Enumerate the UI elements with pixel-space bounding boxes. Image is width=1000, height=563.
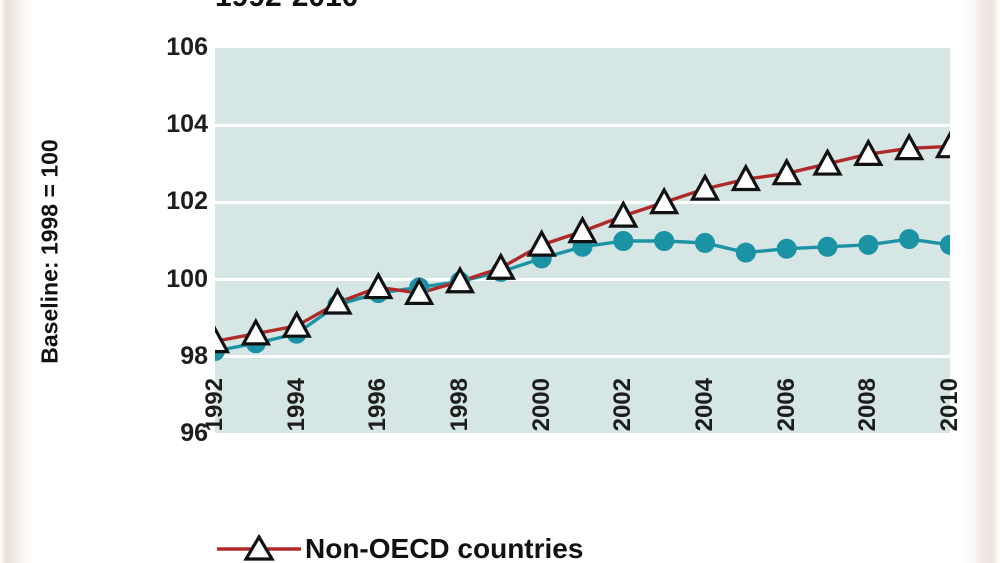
data-point (363, 271, 394, 300)
data-point (893, 132, 925, 161)
x-axis-tick-label: 1998 (446, 378, 473, 432)
data-point (281, 310, 312, 338)
data-point (771, 157, 802, 186)
data-point (817, 236, 838, 257)
data-point (608, 200, 639, 228)
chart-title: 1992-2010 (215, 0, 715, 14)
data-point (940, 234, 950, 255)
x-axis-tick-label: 2008 (854, 378, 882, 432)
plot-area (215, 48, 950, 436)
data-point (654, 231, 675, 251)
y-axis-tick-label: 106 (166, 33, 208, 61)
y-axis-tick-label: 102 (166, 187, 208, 216)
legend-item[interactable]: Non-OECD countries (215, 533, 583, 563)
data-point (485, 252, 517, 280)
legend-marker (215, 533, 303, 563)
gridline (215, 355, 950, 359)
gridline (215, 200, 950, 204)
chart-legend: Non-OECD countries (215, 533, 583, 563)
page-edge-right (960, 0, 1000, 563)
y-axis-tick-label: 100 (166, 264, 208, 293)
x-axis-tick-label: 1994 (282, 378, 310, 432)
series-markers (215, 130, 950, 354)
x-axis-ticks: 1992 1994 1996 1998 2000 2002 2004 2006 2008 2010 (201, 378, 963, 530)
gridline (215, 278, 950, 282)
y-axis-tick-label: 98 (180, 341, 208, 370)
data-point (215, 325, 231, 354)
y-axis-label: Baseline: 1998 = 100 (36, 139, 63, 364)
data-point (613, 231, 634, 251)
data-point (648, 186, 680, 215)
data-point (689, 173, 721, 201)
x-axis-tick-label: 2002 (609, 378, 637, 432)
y-axis-tick-label: 96 (180, 419, 208, 447)
data-point (567, 215, 598, 244)
x-axis-tick-label: 1996 (364, 378, 392, 432)
x-axis-tick-label: 2004 (691, 378, 718, 432)
data-point (899, 229, 920, 250)
data-point (735, 242, 756, 263)
chart-series-layer (215, 130, 950, 362)
data-point (730, 163, 762, 192)
x-axis-tick-label: 1992 (201, 378, 228, 432)
x-axis-tick-label: 2006 (772, 378, 800, 432)
data-point (403, 277, 435, 305)
y-axis-tick-label: 104 (166, 110, 208, 139)
data-point (858, 234, 879, 255)
page-edge-left (0, 0, 34, 563)
data-point (444, 265, 476, 294)
x-axis-tick-label: 2000 (527, 378, 555, 432)
data-point (526, 229, 557, 257)
x-axis-tick-label: 2010 (936, 378, 963, 432)
data-point (934, 130, 950, 159)
legend-label: Non-OECD countries (305, 533, 584, 563)
data-point (240, 317, 272, 346)
data-point (322, 286, 353, 315)
series-markers (215, 229, 950, 362)
gridline (215, 432, 950, 436)
gridline (215, 123, 950, 127)
data-point (853, 138, 884, 167)
data-point (776, 238, 797, 259)
data-point (695, 232, 715, 253)
y-axis-ticks: 106 104 102 100 98 96 (120, 0, 208, 563)
data-point (812, 147, 843, 176)
